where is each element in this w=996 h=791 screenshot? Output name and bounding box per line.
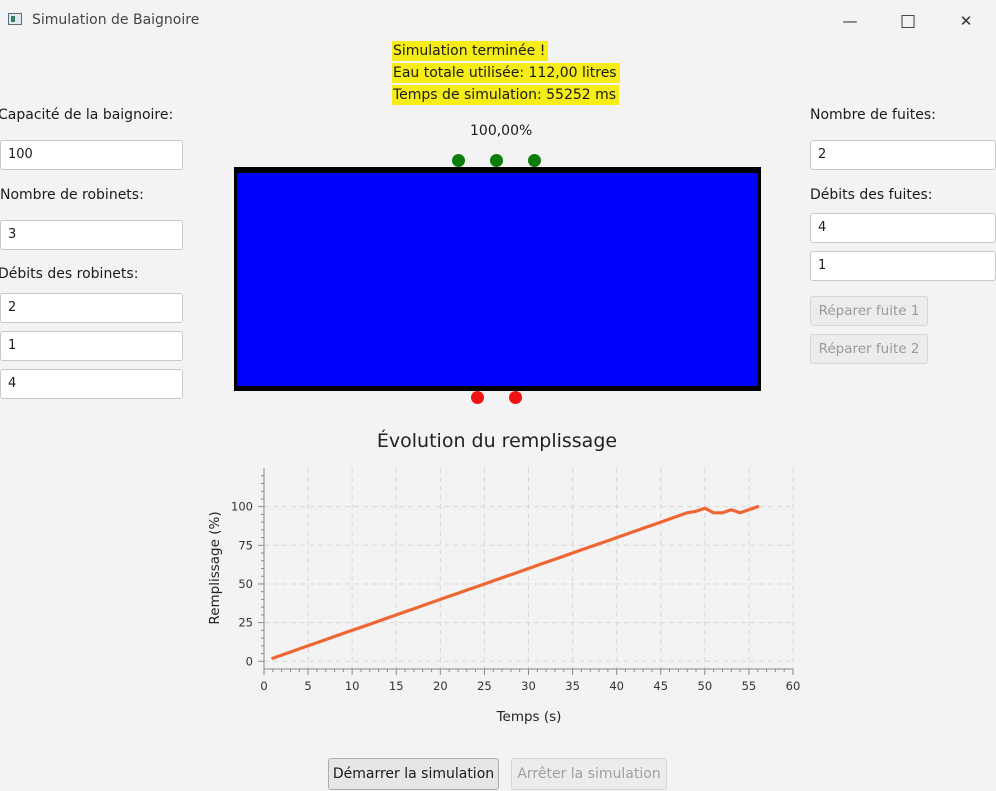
x-tick-label: 5 <box>304 679 311 693</box>
app-icon <box>8 13 22 25</box>
fill-percent-label: 100,00% <box>470 123 533 139</box>
status-sim-time: Temps de simulation: 55252 ms <box>392 85 620 105</box>
taps-count-label: Nombre de robinets: <box>0 187 144 203</box>
tap-rate-field-3[interactable]: 4 <box>0 369 183 399</box>
x-tick-label: 40 <box>609 679 624 693</box>
tap-indicator-1 <box>452 154 465 167</box>
leak-rate-field-2[interactable]: 1 <box>810 251 996 281</box>
y-tick-label: 100 <box>231 500 253 514</box>
x-tick-label: 20 <box>433 679 448 693</box>
leak-rates-label: Débits des fuites: <box>810 187 933 203</box>
x-tick-label: 45 <box>653 679 668 693</box>
x-tick-label: 30 <box>521 679 536 693</box>
series-line-1 <box>271 505 760 660</box>
bathtub-water <box>237 173 758 386</box>
x-tick-label: 15 <box>389 679 404 693</box>
tap-rate-field-2[interactable]: 1 <box>0 331 183 361</box>
y-tick-label: 0 <box>246 654 253 668</box>
tap-rate-field-1[interactable]: 2 <box>0 293 183 323</box>
leak-indicator-1 <box>471 391 484 404</box>
status-total-water: Eau totale utilisée: 112,00 litres <box>392 63 620 83</box>
chart-x-axis-label: Temps (s) <box>496 709 562 725</box>
leaks-count-field[interactable]: 2 <box>810 140 996 170</box>
bathtub <box>234 167 761 391</box>
tap-indicator-2 <box>490 154 503 167</box>
title-bar: Simulation de Baignoire — □ ✕ <box>0 0 996 42</box>
capacity-label: Capacité de la baignoire: <box>0 107 174 123</box>
repair-leak-2-button[interactable]: Réparer fuite 2 <box>810 334 928 364</box>
minimize-icon[interactable]: — <box>842 12 858 30</box>
leak-indicator-2 <box>509 391 522 404</box>
repair-leak-1-button[interactable]: Réparer fuite 1 <box>810 296 928 326</box>
x-tick-label: 55 <box>742 679 757 693</box>
chart-y-axis-label: Remplissage (%) <box>207 511 223 624</box>
chart-grid <box>264 468 794 669</box>
chart-axes: 0 5 10 15 20 25 30 35 40 45 50 55 60 0 25 50 75 100 <box>231 468 800 693</box>
x-tick-label: 0 <box>260 679 267 693</box>
stop-simulation-button[interactable]: Arrêter la simulation <box>511 758 667 790</box>
window-title: Simulation de Baignoire <box>32 12 200 28</box>
x-tick-label: 25 <box>477 679 492 693</box>
leak-rate-field-1[interactable]: 4 <box>810 213 996 243</box>
y-tick-label: 75 <box>238 538 253 552</box>
taps-count-field[interactable]: 3 <box>0 220 183 250</box>
leaks-count-label: Nombre de fuites: <box>810 107 936 123</box>
chart-series <box>271 505 760 660</box>
x-tick-label: 60 <box>786 679 801 693</box>
status-finished: Simulation terminée ! <box>392 41 549 61</box>
y-tick-label: 50 <box>238 577 253 591</box>
x-tick-label: 35 <box>565 679 580 693</box>
chart-title: Évolution du remplissage <box>377 429 617 452</box>
maximize-icon[interactable]: □ <box>899 11 917 31</box>
y-tick-label: 25 <box>238 616 253 630</box>
close-icon[interactable]: ✕ <box>959 12 973 30</box>
fill-level-chart: Évolution du remplissage Temps (s) Rempl… <box>207 429 800 725</box>
start-simulation-button[interactable]: Démarrer la simulation <box>328 758 499 790</box>
x-tick-label: 10 <box>345 679 360 693</box>
tap-indicator-3 <box>528 154 541 167</box>
capacity-field[interactable]: 100 <box>0 140 183 170</box>
x-tick-label: 50 <box>698 679 713 693</box>
tap-rates-label: Débits des robinets: <box>0 266 139 282</box>
